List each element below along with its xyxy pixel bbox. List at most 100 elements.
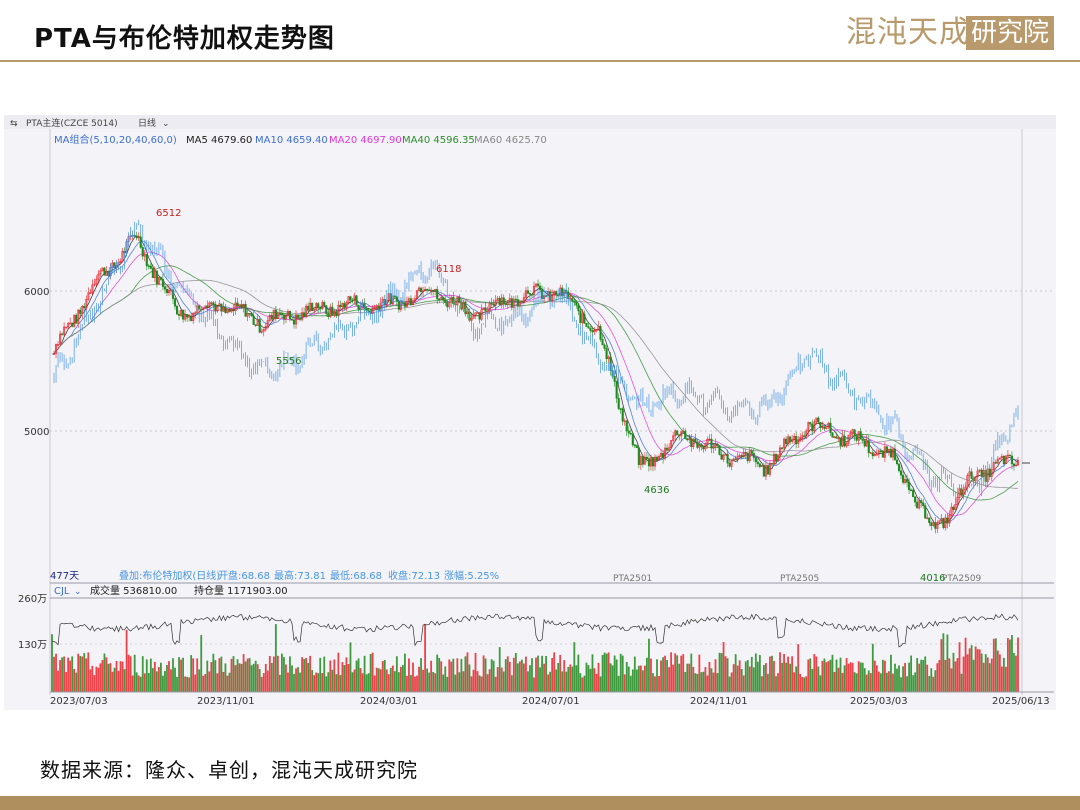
volume-bar (61, 657, 63, 692)
candle-body (897, 463, 901, 472)
volume-bar (260, 676, 263, 692)
volume-bar (95, 666, 98, 692)
candle-body (573, 301, 576, 303)
x-tick-label: 2023/11/01 (197, 696, 255, 707)
volume-bar (109, 663, 112, 692)
volume-bar (930, 668, 933, 692)
volume-bar (218, 658, 221, 692)
volume-bar (222, 671, 225, 692)
candle-body (728, 462, 731, 467)
candle-body (692, 438, 695, 447)
candle-body (760, 465, 763, 467)
candle-body (89, 292, 92, 294)
volume-bar (490, 659, 493, 692)
candle-body (502, 297, 505, 304)
candle-body (899, 470, 903, 476)
volume-bar (984, 654, 987, 692)
volume-bar (83, 653, 86, 692)
candle-body (294, 314, 298, 325)
candle-body (333, 311, 336, 316)
volume-bar (278, 674, 281, 692)
volume-bar (543, 663, 545, 692)
volume-bar (775, 676, 777, 692)
volume-bar (916, 658, 919, 692)
toolbar-menu-icon[interactable]: ⇆ (10, 119, 18, 129)
candle-body (954, 504, 957, 510)
symbol-label[interactable]: PTA主连(CZCE 5014) (26, 117, 118, 129)
candle-body (355, 295, 358, 306)
volume-bar (206, 660, 209, 692)
volume-bar (752, 667, 755, 692)
volume-bar (337, 652, 340, 692)
volume-bar (859, 662, 862, 692)
volume-bar (871, 643, 874, 692)
volume-bar (262, 673, 265, 692)
candle-body (496, 297, 499, 301)
candle-body (585, 323, 588, 327)
volume-indicator-name[interactable]: CJL (54, 586, 70, 597)
chevron-down-icon[interactable]: ⌄ (74, 587, 82, 597)
candle-body (750, 450, 753, 454)
volume-bar (525, 656, 527, 692)
candle-body (841, 435, 844, 446)
volume-bar (615, 659, 618, 692)
volume-bar (779, 652, 781, 692)
volume-bar (414, 676, 416, 692)
candle-body (783, 438, 786, 449)
volume-bar (551, 658, 554, 692)
volume-bar (938, 660, 941, 692)
candle-body (61, 333, 64, 336)
volume-bar (635, 669, 638, 692)
candle-body (343, 303, 346, 309)
candle-body (311, 302, 314, 311)
candle-body (288, 311, 292, 320)
candle-body (409, 298, 413, 306)
volume-bar (184, 676, 187, 692)
candle-body (337, 304, 340, 317)
volume-value: 成交量 536810.00 (90, 584, 177, 597)
candle-body (508, 298, 511, 301)
volume-bar (529, 665, 531, 692)
chevron-down-icon[interactable]: ⌄ (162, 119, 170, 129)
candle-body (801, 435, 804, 438)
candle-body (952, 506, 955, 510)
candle-body (651, 457, 655, 467)
candle-body (752, 452, 755, 458)
x-tick-label: 2025/03/03 (850, 696, 908, 707)
volume-bar (208, 671, 211, 692)
candle-body (175, 305, 179, 315)
volume-bar (518, 661, 521, 692)
candle-body (75, 314, 78, 324)
candle-body (643, 456, 646, 465)
candle-body (1006, 454, 1009, 457)
volume-bar (444, 666, 447, 692)
volume-bar (541, 655, 543, 692)
candle-body (214, 303, 217, 312)
candle-body (639, 456, 642, 465)
volume-bar (932, 676, 935, 692)
volume-bar (166, 664, 168, 692)
candle-body (403, 302, 406, 307)
candle-body (847, 434, 850, 444)
volume-bar (797, 644, 800, 692)
period-selector[interactable]: 日线 (138, 117, 156, 129)
volume-bar (164, 670, 166, 692)
candle-body (637, 447, 640, 465)
candle-body (528, 293, 532, 295)
candle-body (145, 254, 148, 267)
volume-bar (57, 670, 59, 692)
volume-bar (609, 663, 612, 692)
candle-body (684, 430, 687, 439)
volume-bar (281, 653, 283, 692)
volume-bar (424, 623, 426, 692)
candle-body (766, 465, 769, 475)
volume-bar (373, 675, 376, 692)
ma-group-label[interactable]: MA组合(5,10,20,40,60,0) (54, 133, 177, 146)
logo-text-left: 混沌天成 (846, 15, 970, 50)
candle-body (680, 431, 683, 437)
volume-bar (75, 672, 78, 692)
candle-body (635, 445, 638, 448)
candle-body (516, 299, 519, 307)
candle-body (208, 302, 211, 308)
volume-bar (214, 660, 217, 692)
